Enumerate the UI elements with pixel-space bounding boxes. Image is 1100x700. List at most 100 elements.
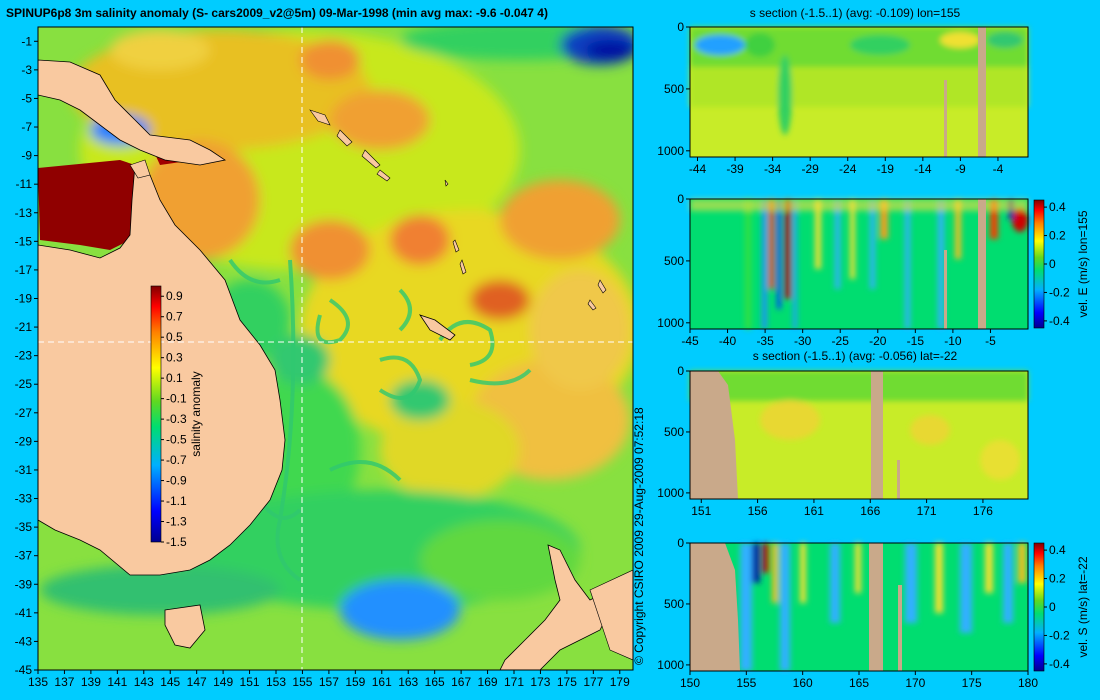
map-y-tick-8: -17 (15, 263, 33, 277)
panel2-colorbar-ticks: 0.4 0.2 0 -0.2 -0.4 (1044, 200, 1070, 328)
map-x-axis: 135 137 139 141 143 145 147 149 151 153 155 157 159 1… (28, 670, 630, 689)
p4-cb-tick-0: 0.4 (1049, 543, 1066, 557)
map-cb-tick-12: -1.5 (166, 535, 187, 549)
new-zealand-land (499, 544, 611, 670)
map-y-tick-2: -5 (21, 91, 32, 105)
panel2-colorbar-label: vel. E (m/s) lon=155 (1076, 210, 1090, 317)
map-y-tick-5: -11 (16, 177, 33, 191)
p4-x-tick-0: 150 (680, 676, 700, 690)
map-x-tick-20: 175 (557, 675, 577, 689)
map-y-tick-16: -33 (15, 492, 33, 506)
map-cb-tick-10: -1.1 (166, 494, 187, 508)
p2-cb-tick-4: -0.4 (1049, 314, 1070, 328)
new-guinea-land (38, 59, 227, 166)
p2-cb-tick-3: -0.2 (1049, 285, 1070, 299)
tasmania-land (164, 604, 206, 649)
panel3-x-axis: 151 156 161 166 171 176 (691, 499, 993, 518)
new-caledonia-land (419, 314, 456, 341)
map-y-tick-14: -29 (15, 434, 33, 448)
p4-cb-tick-3: -0.2 (1049, 628, 1070, 642)
map-x-tick-1: 137 (54, 675, 74, 689)
p1-x-tick-6: -14 (914, 162, 932, 176)
map-x-tick-14: 163 (398, 675, 418, 689)
map-y-tick-11: -23 (15, 349, 33, 363)
copyright-text: © Copyright CSIRO 2009 29-Aug-2009 07:52… (632, 407, 646, 665)
panel3-title: s section (-1.5..1) (avg: -0.056) lat=-2… (753, 349, 958, 363)
map-x-tick-15: 165 (425, 675, 445, 689)
map-x-tick-13: 161 (372, 675, 392, 689)
p2-y-tick-0: 0 (677, 192, 684, 206)
p4-x-tick-5: 175 (962, 676, 982, 690)
panel1-title: s section (-1.5..1) (avg: -0.109) lon=15… (750, 6, 961, 20)
p1-x-tick-1: -39 (726, 162, 744, 176)
map-y-tick-20: -41 (15, 606, 33, 620)
p1-y-tick-0: 0 (677, 20, 684, 34)
map-cb-tick-7: -0.5 (166, 433, 187, 447)
panel1-x-axis: -44 -39 -34 -29 -24 -19 -14 -9 -4 (689, 157, 1004, 176)
p2-x-tick-6: -15 (907, 334, 925, 348)
map-x-tick-8: 151 (240, 675, 260, 689)
p3-x-tick-1: 156 (748, 504, 768, 518)
p2-cb-tick-2: 0 (1049, 257, 1056, 271)
map-y-tick-1: -3 (21, 63, 32, 77)
p4-cb-tick-4: -0.4 (1049, 657, 1070, 671)
map-x-tick-2: 139 (81, 675, 101, 689)
p4-x-tick-4: 170 (905, 676, 925, 690)
p2-y-tick-2: 1000 (657, 316, 684, 330)
p1-x-tick-3: -29 (802, 162, 820, 176)
map-x-tick-17: 169 (478, 675, 498, 689)
p2-x-tick-2: -35 (756, 334, 774, 348)
panel4-colorbar (1033, 542, 1045, 672)
p1-x-tick-7: -9 (955, 162, 966, 176)
p2-x-tick-5: -20 (869, 334, 887, 348)
map-y-tick-9: -19 (15, 291, 33, 305)
map-y-tick-4: -9 (21, 149, 32, 163)
map-cb-tick-3: 0.3 (166, 351, 183, 365)
p2-y-tick-1: 500 (664, 254, 684, 268)
map-y-tick-6: -13 (15, 206, 33, 220)
map-cb-tick-8: -0.7 (166, 453, 187, 467)
p1-x-tick-8: -4 (993, 162, 1004, 176)
p2-x-tick-4: -25 (832, 334, 850, 348)
map-x-tick-18: 171 (504, 675, 524, 689)
map-y-tick-3: -7 (21, 120, 32, 134)
map-y-tick-7: -15 (15, 234, 33, 248)
p2-x-tick-3: -30 (794, 334, 812, 348)
main-title: SPINUP6p8 3m salinity anomaly (S- cars20… (6, 6, 548, 20)
map-y-tick-0: -1 (21, 34, 32, 48)
map-colorbar (150, 285, 162, 543)
p4-y-tick-2: 1000 (657, 658, 684, 672)
p4-x-tick-3: 165 (849, 676, 869, 690)
map-cb-tick-0: 0.9 (166, 289, 183, 303)
panel2-x-axis: -45 -40 -35 -30 -25 -20 -15 -10 -5 (681, 329, 996, 348)
panel2-colorbar (1033, 199, 1045, 329)
panel3-land (690, 371, 738, 499)
p3-y-tick-0: 0 (677, 364, 684, 378)
map-cb-tick-11: -1.3 (166, 515, 187, 529)
map-cb-tick-9: -0.9 (166, 474, 187, 488)
map-x-tick-4: 143 (134, 675, 154, 689)
map-cb-tick-2: 0.5 (166, 330, 183, 344)
map-x-tick-21: 177 (583, 675, 603, 689)
p4-x-tick-6: 180 (1018, 676, 1038, 690)
panel1-y-axis: 0 500 1000 (657, 20, 690, 158)
p2-x-tick-8: -5 (985, 334, 996, 348)
map-x-tick-16: 167 (451, 675, 471, 689)
p2-x-tick-0: -45 (681, 334, 699, 348)
p4-x-tick-2: 160 (793, 676, 813, 690)
map-x-tick-19: 173 (530, 675, 550, 689)
panel-s-section-lat: s section (-1.5..1) (avg: -0.056) lat=-2… (657, 349, 1029, 518)
map-x-tick-6: 147 (187, 675, 207, 689)
map-cb-tick-5: -0.1 (166, 392, 187, 406)
p1-y-tick-2: 1000 (657, 144, 684, 158)
p4-y-tick-1: 500 (664, 597, 684, 611)
p3-y-tick-2: 1000 (657, 486, 684, 500)
map-y-tick-19: -39 (15, 577, 33, 591)
map-y-tick-17: -35 (15, 520, 33, 534)
map-y-tick-21: -43 (15, 634, 33, 648)
map-y-tick-15: -31 (15, 463, 33, 477)
map-x-tick-3: 141 (107, 675, 127, 689)
p1-x-tick-0: -44 (689, 162, 707, 176)
panel3-y-axis: 0 500 1000 (657, 364, 690, 500)
